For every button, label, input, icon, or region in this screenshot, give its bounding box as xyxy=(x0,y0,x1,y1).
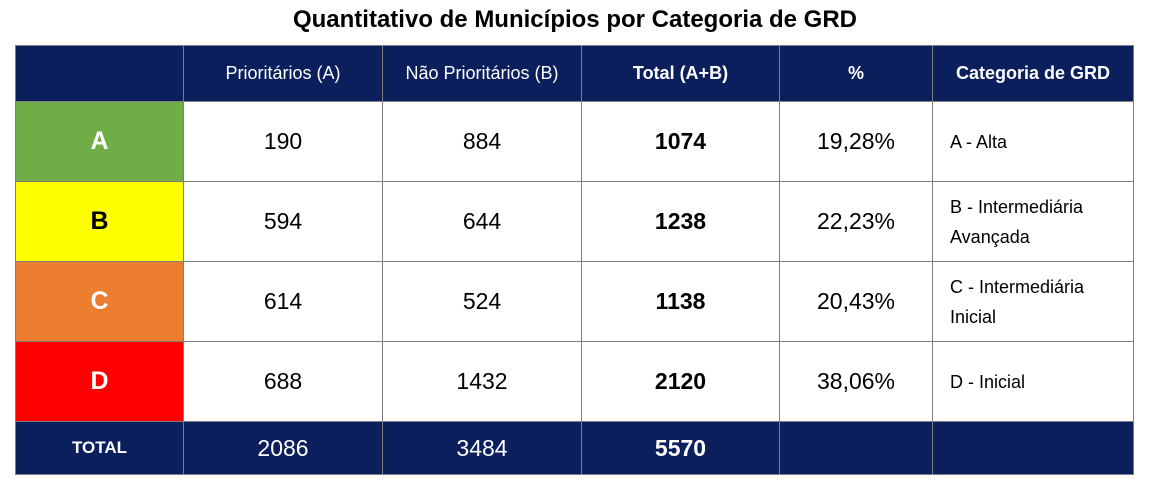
total-cell: 1138 xyxy=(581,261,780,342)
header-percent: % xyxy=(779,45,933,102)
category-cell: B xyxy=(15,181,184,262)
prioritarios-cell: 614 xyxy=(183,261,383,342)
header-cell-empty xyxy=(15,45,184,102)
categoria-line-1: A - Alta xyxy=(950,131,1008,152)
prioritarios-cell: 594 xyxy=(183,181,383,262)
prioritarios-cell: 688 xyxy=(183,341,383,422)
header-nao-prioritarios: Não Prioritários (B) xyxy=(382,45,582,102)
percent-cell: 38,06% xyxy=(779,341,933,422)
table-row: C 614 524 1138 20,43% C - Intermediária Inicia… xyxy=(15,261,1134,342)
total-percent xyxy=(779,421,933,475)
total-cell: 1238 xyxy=(581,181,780,262)
total-cell: 1074 xyxy=(581,101,780,182)
header-categoria: Categoria de GRD xyxy=(932,45,1134,102)
categoria-line-2: Inicial xyxy=(950,306,997,327)
prioritarios-cell: 190 xyxy=(183,101,383,182)
header-total: Total (A+B) xyxy=(581,45,780,102)
categoria-line-2: Avançada xyxy=(950,226,1030,247)
municipios-table: Prioritários (A) Não Prioritários (B) To… xyxy=(15,45,1134,475)
table-row: D 688 1432 2120 38,06% D - Inicial xyxy=(15,341,1134,422)
categoria-cell: B - Intermediária Avançada xyxy=(932,181,1134,262)
total-cell: 2120 xyxy=(581,341,780,422)
percent-cell: 20,43% xyxy=(779,261,933,342)
total-row: TOTAL 2086 3484 5570 xyxy=(15,421,1134,475)
table-row: A 190 884 1074 19,28% A - Alta xyxy=(15,101,1134,182)
table-row: B 594 644 1238 22,23% B - Intermediária Avança… xyxy=(15,181,1134,262)
total-label: TOTAL xyxy=(15,421,184,475)
percent-cell: 22,23% xyxy=(779,181,933,262)
header-prioritarios: Prioritários (A) xyxy=(183,45,383,102)
category-cell: C xyxy=(15,261,184,342)
nao-prioritarios-cell: 884 xyxy=(382,101,582,182)
page-title: Quantitativo de Municípios por Categoria… xyxy=(292,6,858,33)
category-cell: D xyxy=(15,341,184,422)
categoria-line-1: D - Inicial xyxy=(950,371,1026,392)
categoria-cell: A - Alta xyxy=(932,101,1134,182)
total-categoria xyxy=(932,421,1134,475)
categoria-line-1: B - Intermediária xyxy=(950,196,1084,217)
percent-cell: 19,28% xyxy=(779,101,933,182)
categoria-line-1: C - Intermediária xyxy=(950,276,1085,297)
header-row: Prioritários (A) Não Prioritários (B) To… xyxy=(15,45,1134,102)
total-prioritarios: 2086 xyxy=(183,421,383,475)
nao-prioritarios-cell: 1432 xyxy=(382,341,582,422)
total-nao-prioritarios: 3484 xyxy=(382,421,582,475)
nao-prioritarios-cell: 524 xyxy=(382,261,582,342)
nao-prioritarios-cell: 644 xyxy=(382,181,582,262)
categoria-cell: C - Intermediária Inicial xyxy=(932,261,1134,342)
total-geral: 5570 xyxy=(581,421,780,475)
category-cell: A xyxy=(15,101,184,182)
categoria-cell: D - Inicial xyxy=(932,341,1134,422)
